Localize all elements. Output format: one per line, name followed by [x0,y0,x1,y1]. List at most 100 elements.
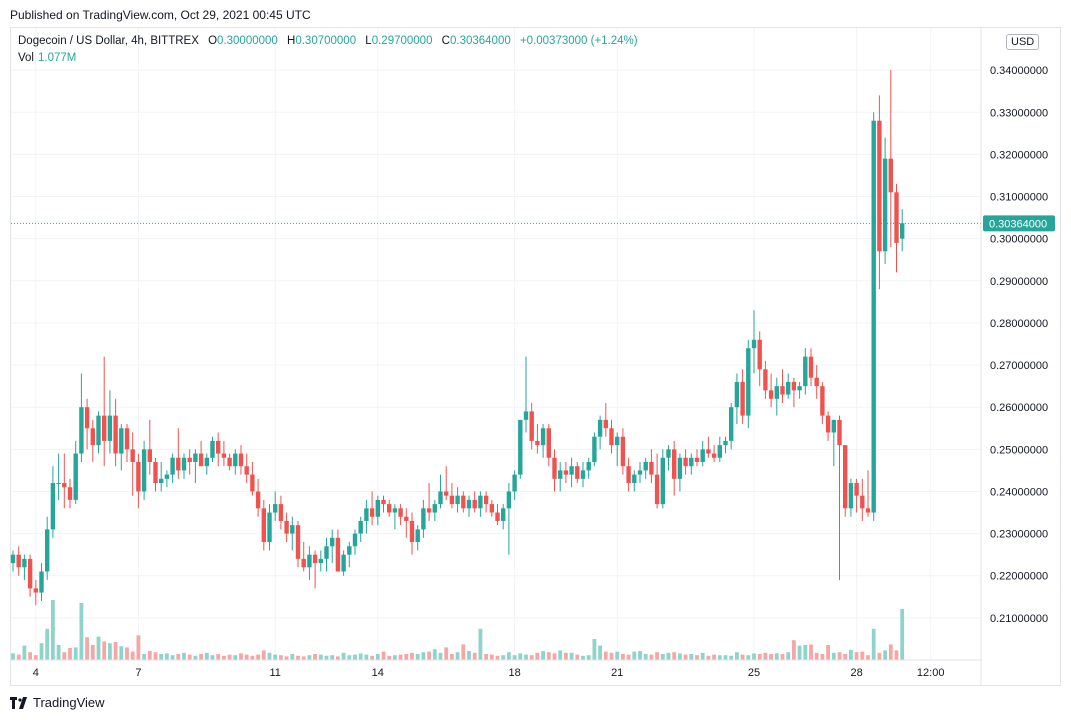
candle [597,415,603,450]
volume-bar [752,653,756,660]
volume-bar [193,655,198,660]
volume-bar [210,655,215,660]
candle [843,445,848,517]
low-label: L [365,35,372,47]
volume-bar [786,652,791,660]
candle-body [888,158,893,193]
volume-bar [780,654,785,660]
volume-bar [324,655,329,660]
candle [102,356,107,467]
candle [176,428,181,479]
candle [193,449,198,484]
candle [882,137,888,264]
candle [295,520,301,568]
volume-bar [866,655,870,660]
candle [335,529,341,572]
candle-body [540,428,546,446]
candle [763,360,768,399]
volume-bar [603,651,608,660]
volume-label: Vol [18,52,34,64]
candle-body [250,474,255,492]
candle-body [740,381,745,416]
candle [62,453,67,509]
candle-body [90,428,95,446]
candle-body [820,386,825,416]
candle-body [10,554,16,564]
volume-bar [524,654,528,660]
candle-body [694,457,700,462]
volume-bar [239,653,243,660]
time-tick-label: 12:00 [917,667,945,679]
candle-body [198,453,204,467]
volume-bar [706,655,711,660]
candle [711,445,717,462]
candle [569,457,574,488]
candle-body [39,571,44,593]
candle-body [808,356,814,378]
volume-bar [51,600,55,660]
open-value: 0.30000000 [217,35,278,47]
volume-bar [284,656,289,660]
volume-bar [735,652,739,660]
candle-body [375,499,380,517]
volume-bar [381,651,386,660]
time-tick-label: 14 [372,667,384,679]
candle-body [176,457,181,471]
candle [746,339,751,429]
price-tick-label: 0.28000000 [990,318,1048,330]
volume-bar [427,651,431,660]
volume-bar [79,603,84,660]
candle [552,449,557,492]
candle [290,516,295,551]
candle [318,550,323,572]
candle-body [717,445,722,458]
candle [637,461,643,484]
candle-body [415,529,420,543]
volume-bar [615,651,620,660]
price-tick-label: 0.30000000 [990,234,1048,246]
footer-brand[interactable]: TradingView [10,695,105,710]
volume-bar [712,654,716,660]
candle [404,508,409,538]
candle-body [700,449,705,462]
chart-panel[interactable] [10,27,1061,686]
candle [204,453,209,475]
candle [415,525,420,551]
candle-body [632,474,637,484]
candle [757,331,762,387]
candle [233,449,238,475]
candle [620,428,626,475]
candle-body [170,457,175,475]
candle-body [273,504,278,513]
volume-bar [204,652,209,660]
volume-bar [279,655,283,660]
candle-body [523,411,529,420]
volume-bar [546,652,551,660]
volume-bar [455,652,460,660]
candle [586,457,591,479]
volume-bar [609,652,614,660]
currency-button[interactable]: USD [1006,34,1040,50]
candle [455,487,460,513]
volume-bar [68,648,72,660]
candle-body [50,483,56,530]
volume-bar [575,654,580,660]
volume-bar [108,643,112,660]
candle-body [404,516,409,521]
candle [592,432,597,467]
volume-bar [467,651,471,660]
volume-bar [227,654,232,660]
volume-bar [871,628,876,660]
close-value: 0.30364000 [449,35,511,47]
volume-bar [187,654,192,660]
volume-bar [569,652,574,660]
candle-body [421,508,426,530]
volume-bar [222,655,226,660]
volume-bar [165,653,169,660]
volume-bar [73,647,78,660]
candle [615,432,620,467]
price-axis: 0.21000000 0.22000000 0.23000000 0.24000000… [990,65,1048,625]
candle [216,432,221,467]
volume-bar [125,647,129,660]
